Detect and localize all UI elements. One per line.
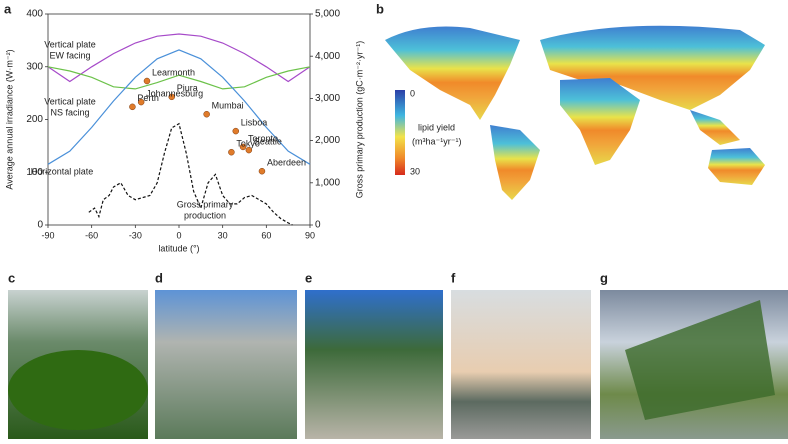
y-tick-label: 400 — [26, 9, 43, 20]
series-line — [47, 33, 311, 83]
y-tick-label: 300 — [26, 61, 43, 72]
x-axis-label: latitude (°) — [158, 243, 199, 253]
line-chart: a-90 -60 -30 0 30 60 90010020030040001,0002,00… — [4, 1, 364, 253]
photo — [451, 290, 591, 439]
x-tick-label: 30 — [218, 230, 228, 240]
panel-letter: b — [376, 1, 384, 16]
panel-letter: g — [600, 270, 608, 285]
series-annotation: NS facing — [50, 107, 89, 117]
site-label: Toronto — [248, 133, 278, 143]
photo-panels: c d e f g — [8, 270, 788, 439]
y-tick-label: 0 — [37, 220, 43, 231]
site-point — [203, 110, 210, 118]
photo-detail — [8, 350, 148, 430]
photo-detail — [625, 300, 775, 420]
y-tick-label: 200 — [26, 114, 43, 125]
site-point — [228, 148, 235, 156]
y2-tick-label: 5,000 — [315, 9, 340, 20]
series-annotation: EW facing — [49, 50, 90, 60]
panel-letter: e — [305, 270, 312, 285]
series-annotation: Gross primary — [177, 199, 234, 209]
series-annotation: Vertical plate — [44, 39, 96, 49]
site-label: Aberdeen — [267, 158, 306, 168]
site-point — [143, 77, 151, 85]
panel-letter: d — [155, 270, 163, 285]
site-point — [129, 103, 136, 111]
colorbar — [395, 90, 405, 175]
map-panel: b 0 30 lipid yield (m³ha⁻¹yr⁻¹) — [376, 1, 765, 200]
y2-axis-label: Gross primary production (gC·m⁻²·yr⁻¹) — [354, 41, 364, 199]
colorbar-title: (m³ha⁻¹yr⁻¹) — [412, 136, 462, 146]
series-annotation: Vertical plate — [44, 96, 96, 106]
photo — [305, 290, 443, 439]
x-tick-label: 60 — [261, 230, 271, 240]
panel-letter: c — [8, 270, 15, 285]
y-tick-label: 100 — [26, 167, 43, 178]
y2-tick-label: 0 — [315, 220, 321, 231]
colorbar-tick: 0 — [410, 88, 415, 98]
site-label: Mumbai — [212, 101, 244, 111]
x-tick-label: 0 — [176, 230, 181, 240]
series-annotation: production — [184, 210, 226, 220]
colorbar-tick: 30 — [410, 166, 420, 176]
site-point — [239, 143, 247, 151]
series-line — [88, 122, 293, 226]
y2-tick-label: 4,000 — [315, 51, 340, 62]
site-label: Seattle — [254, 136, 282, 146]
site-point — [258, 167, 266, 175]
site-label: Lisboa — [241, 117, 268, 127]
site-label: Learmonth — [152, 67, 195, 77]
site-point — [232, 127, 240, 135]
panel-letter: a — [4, 1, 12, 16]
y2-tick-label: 1,000 — [315, 177, 340, 188]
panel-letter: f — [451, 270, 456, 285]
x-tick-label: 90 — [305, 230, 315, 240]
y-axis-label: Average annual irradiance (W·m⁻²) — [4, 49, 14, 189]
site-label: Johannesburg — [146, 88, 203, 98]
series-annotation: Horizontal plate — [31, 166, 94, 176]
site-point — [137, 98, 145, 106]
y2-tick-label: 3,000 — [315, 93, 340, 104]
x-tick-label: -60 — [85, 230, 98, 240]
site-label: Tokyo — [236, 139, 260, 149]
series-line — [47, 66, 311, 90]
y2-tick-label: 2,000 — [315, 135, 340, 146]
x-tick-label: -90 — [41, 230, 54, 240]
photo — [155, 290, 297, 439]
site-point — [245, 146, 253, 154]
colorbar-title: lipid yield — [418, 122, 455, 132]
site-label: Perth — [137, 93, 159, 103]
site-point — [168, 93, 175, 101]
x-tick-label: -30 — [129, 230, 142, 240]
world-map — [385, 25, 765, 200]
series-line — [47, 49, 311, 165]
site-label: Piura — [177, 83, 198, 93]
